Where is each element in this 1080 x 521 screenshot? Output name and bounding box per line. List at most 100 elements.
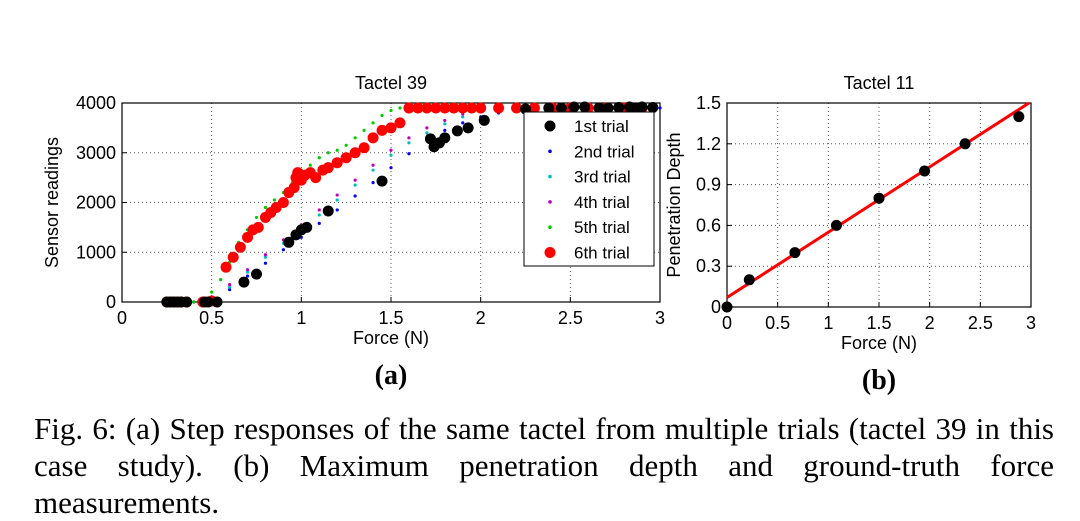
- x-tick-label: 0.5: [765, 313, 790, 333]
- y-tick-label: 0: [106, 292, 116, 312]
- data-point-6th-trial: [394, 117, 406, 129]
- data-point-6th-trial: [322, 162, 334, 174]
- x-tick-label: 1: [823, 313, 833, 333]
- data-point-6th-trial: [220, 261, 232, 273]
- x-tick-label: 0.5: [199, 308, 224, 328]
- data-point-3rd-trial: [317, 213, 321, 217]
- data-point-6th-trial: [511, 102, 523, 114]
- legend-marker: [548, 149, 552, 154]
- legend-entry: 2nd trial: [574, 142, 634, 161]
- data-point-6th-trial: [439, 102, 451, 114]
- panel-label: (a): [375, 360, 408, 391]
- chart-title: Tactel 11: [844, 73, 915, 93]
- x-tick-label: 2.5: [558, 308, 583, 328]
- data-point: [959, 138, 971, 150]
- data-point-1st-trial: [593, 102, 605, 114]
- data-point: [721, 301, 733, 313]
- data-point-4th-trial: [335, 193, 339, 197]
- data-point-6th-trial: [493, 102, 505, 114]
- legend-marker: [548, 200, 552, 204]
- data-point-6th-trial: [403, 102, 415, 114]
- data-point-6th-trial: [288, 182, 300, 194]
- data-point: [919, 165, 931, 177]
- x-tick-label: 1.5: [378, 308, 403, 328]
- data-point-5th-trial: [219, 278, 223, 282]
- data-point-6th-trial: [310, 172, 322, 184]
- legend-marker: [544, 247, 556, 258]
- data-point-1st-trial: [439, 132, 451, 144]
- legend-marker: [548, 225, 552, 229]
- data-point-6th-trial: [277, 197, 289, 208]
- data-point-1st-trial: [636, 101, 648, 113]
- data-point-3rd-trial: [443, 122, 447, 126]
- data-point-3rd-trial: [263, 255, 268, 259]
- data-point-6th-trial: [349, 147, 361, 159]
- y-tick-label: 4000: [76, 93, 116, 113]
- data-point-2nd-trial: [263, 261, 268, 265]
- data-point-1st-trial: [478, 114, 490, 126]
- data-point-4th-trial: [245, 268, 250, 272]
- data-point-5th-trial: [335, 148, 339, 152]
- data-point-1st-trial: [376, 175, 388, 187]
- data-point-2nd-trial: [317, 221, 321, 225]
- data-point-3rd-trial: [389, 153, 393, 157]
- data-point-4th-trial: [317, 208, 321, 212]
- data-point-2nd-trial: [461, 121, 465, 125]
- data-point-5th-trial: [371, 121, 375, 125]
- data-point-5th-trial: [272, 198, 277, 202]
- legend-marker: [548, 174, 552, 179]
- data-point-2nd-trial: [443, 128, 447, 132]
- data-point-1st-trial: [301, 221, 313, 233]
- x-tick-label: 0: [722, 313, 732, 333]
- data-point-4th-trial: [353, 178, 357, 182]
- data-point-6th-trial: [227, 251, 239, 263]
- legend-entry: 6th trial: [574, 244, 630, 263]
- data-point-6th-trial: [421, 102, 433, 114]
- data-point: [1013, 111, 1025, 123]
- legend-entry: 3rd trial: [574, 168, 631, 187]
- data-point-1st-trial: [543, 102, 555, 114]
- data-point-2nd-trial: [281, 248, 285, 252]
- data-point-6th-trial: [528, 102, 540, 114]
- data-point-6th-trial: [466, 102, 478, 114]
- data-point-4th-trial: [228, 282, 232, 287]
- data-point-6th-trial: [457, 102, 469, 114]
- data-point-2nd-trial: [228, 287, 232, 292]
- data-point-4th-trial: [443, 118, 447, 123]
- data-point-1st-trial: [602, 102, 614, 114]
- data-point-1st-trial: [568, 101, 580, 113]
- data-point-1st-trial: [451, 125, 463, 137]
- data-point-5th-trial: [210, 290, 214, 294]
- data-point-1st-trial: [555, 102, 567, 114]
- figure-caption: Fig. 6: (a) Step responses of the same t…: [34, 411, 1054, 520]
- data-point-6th-trial: [448, 102, 460, 114]
- data-point-4th-trial: [407, 136, 411, 140]
- data-point-1st-trial: [238, 276, 250, 288]
- data-point: [873, 192, 885, 204]
- data-point-6th-trial: [252, 221, 264, 233]
- x-tick-label: 1.5: [866, 313, 891, 333]
- data-point-4th-trial: [389, 148, 393, 152]
- panel-label: (b): [862, 365, 896, 396]
- data-point-1st-trial: [211, 296, 223, 308]
- data-point-3rd-trial: [461, 115, 465, 119]
- legend-marker: [544, 120, 556, 132]
- data-point-1st-trial: [202, 296, 214, 308]
- data-point-1st-trial: [251, 268, 262, 280]
- data-point-5th-trial: [326, 151, 330, 155]
- data-point: [743, 274, 755, 286]
- data-point-1st-trial: [647, 101, 659, 113]
- data-point-3rd-trial: [228, 285, 232, 289]
- data-point-1st-trial: [579, 101, 591, 113]
- y-tick-label: 2000: [76, 193, 116, 213]
- x-axis-label: Force (N): [841, 333, 917, 353]
- chart-title: Tactel 39: [355, 73, 427, 93]
- y-tick-label: 0.9: [696, 175, 721, 195]
- data-point-5th-trial: [192, 300, 196, 304]
- data-point: [830, 219, 842, 231]
- x-tick-label: 2: [476, 308, 486, 328]
- data-point-1st-trial: [462, 122, 474, 134]
- data-point-2nd-trial: [245, 274, 250, 278]
- legend-entry: 1st trial: [574, 117, 629, 136]
